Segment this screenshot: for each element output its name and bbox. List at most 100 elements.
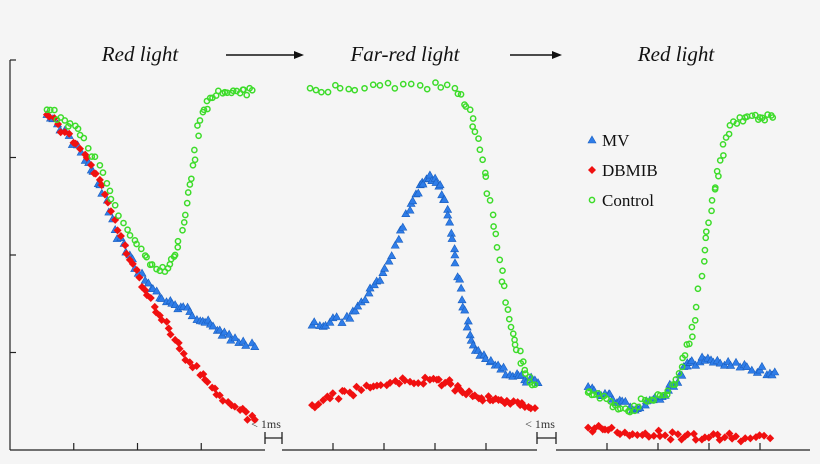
point-control-interp — [489, 211, 497, 219]
point-control-interp — [635, 403, 642, 411]
point-dbmib-interp — [649, 431, 658, 440]
point-dbmib-interp — [704, 433, 713, 442]
point-dbmib-interp — [465, 387, 474, 396]
point-dbmib-interp — [103, 198, 112, 207]
point-mv-interp — [224, 329, 234, 338]
phase-titles: Red light Far-red light Red light — [101, 42, 716, 66]
point-control-interp — [66, 120, 74, 127]
series-control — [43, 79, 777, 416]
point-dbmib-interp — [357, 386, 366, 395]
point-control-interp — [369, 81, 377, 89]
legend-marker-mv — [587, 135, 597, 144]
point-control — [61, 117, 69, 124]
point-mv-interp — [143, 278, 153, 287]
point-control-interp — [698, 272, 706, 280]
point-control-interp — [443, 81, 451, 89]
point-dbmib-interp — [666, 435, 675, 444]
point-control — [726, 121, 734, 129]
point-control-interp — [240, 86, 247, 94]
point-control-interp — [720, 152, 727, 159]
point-control-interp — [143, 253, 150, 261]
point-mv — [715, 358, 725, 367]
point-control-interp — [384, 79, 392, 87]
legend-label-mv: MV — [602, 131, 630, 150]
point-mv-interp — [439, 194, 450, 203]
point-mv-interp — [408, 196, 418, 205]
point-dbmib-interp — [203, 378, 212, 387]
point-dbmib-interp — [328, 389, 337, 398]
point-control-interp — [184, 189, 192, 196]
series-mv — [42, 109, 780, 414]
point-mv-interp — [605, 389, 615, 398]
point-control — [189, 161, 197, 169]
point-dbmib — [584, 423, 593, 432]
point-control-interp — [46, 106, 54, 114]
point-control-interp — [705, 219, 712, 227]
point-mv-interp — [332, 312, 342, 321]
point-dbmib-interp — [174, 338, 183, 347]
point-dbmib-interp — [175, 344, 184, 353]
point-control-interp — [183, 199, 191, 207]
point-dbmib-interp — [91, 169, 100, 178]
point-control-interp — [454, 90, 462, 98]
point-control-interp — [432, 79, 439, 86]
point-control-interp — [91, 153, 99, 161]
point-control — [416, 82, 424, 89]
point-control-interp — [692, 303, 700, 311]
point-dbmib-interp — [314, 400, 323, 409]
phase-title-1: Red light — [101, 42, 180, 66]
point-control-interp — [492, 230, 500, 238]
point-mv-interp — [447, 233, 457, 242]
point-mv-interp — [455, 274, 465, 283]
point-control-interp — [74, 125, 82, 133]
point-control-interp — [469, 115, 477, 122]
point-dbmib-interp — [106, 207, 115, 216]
point-mv-interp — [219, 327, 229, 336]
point-mv-interp — [353, 301, 363, 310]
point-mv-interp — [450, 244, 460, 253]
point-control — [476, 146, 484, 154]
point-control-interp — [702, 234, 710, 242]
point-dbmib-interp — [673, 430, 682, 439]
point-control-interp — [499, 267, 506, 275]
point-control — [451, 84, 459, 92]
point-control — [111, 201, 119, 209]
point-dbmib-interp — [162, 317, 171, 326]
point-dbmib-interp — [132, 266, 141, 275]
point-dbmib-interp — [419, 379, 428, 388]
point-mv — [457, 295, 467, 304]
point-control-interp — [351, 86, 359, 94]
point-control-interp — [664, 387, 672, 395]
point-mv-interp — [413, 188, 423, 197]
point-control — [486, 197, 494, 204]
point-dbmib-interp — [755, 431, 764, 440]
point-dbmib-interp — [122, 249, 131, 258]
point-mv-interp — [208, 321, 218, 330]
point-control-interp — [153, 265, 160, 273]
point-control-interp — [490, 223, 497, 230]
point-mv-interp — [156, 293, 167, 302]
point-control-interp — [399, 80, 407, 88]
point-control-interp — [711, 184, 719, 191]
point-dbmib-interp — [100, 190, 109, 199]
point-control-interp — [471, 128, 479, 136]
point-control-interp — [748, 112, 756, 120]
point-control-interp — [187, 175, 195, 183]
point-dbmib-interp — [395, 379, 404, 388]
point-dbmib — [720, 433, 729, 442]
point-control — [656, 392, 664, 399]
point-dbmib-interp — [633, 431, 642, 440]
point-control-interp — [124, 226, 131, 234]
point-dbmib-interp — [192, 361, 201, 370]
point-dbmib-interp — [434, 375, 443, 384]
point-control-interp — [223, 89, 231, 97]
point-mv-interp — [309, 317, 319, 326]
point-control-interp — [194, 122, 201, 129]
point-mv-interp — [462, 322, 472, 331]
point-control-interp — [479, 156, 486, 164]
point-dbmib-interp — [230, 402, 239, 411]
point-control-interp — [650, 397, 658, 404]
point-control-interp — [191, 146, 198, 154]
point-control-interp — [103, 180, 111, 187]
point-dbmib — [530, 404, 539, 413]
